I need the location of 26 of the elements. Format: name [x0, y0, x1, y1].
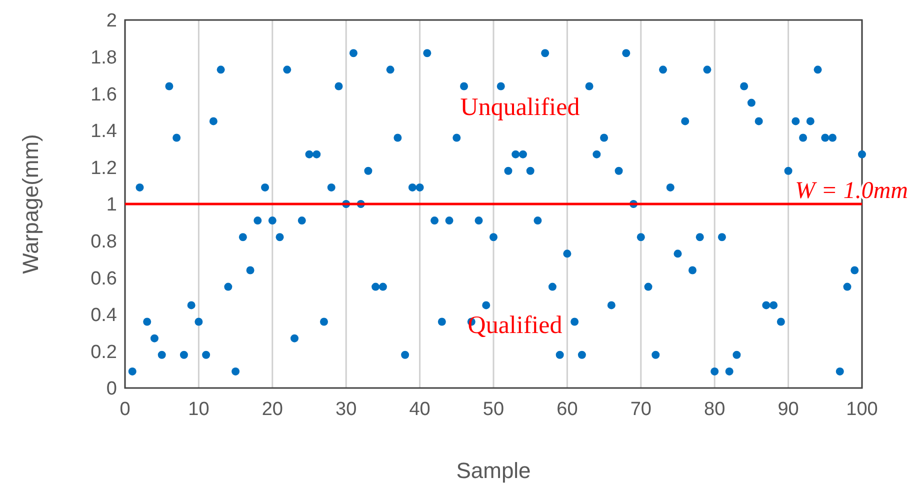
y-axis-title: Warpage(mm)	[18, 134, 43, 274]
x-tick-label: 100	[846, 399, 878, 420]
x-tick-label: 0	[120, 399, 130, 420]
x-tick-label: 50	[482, 399, 504, 420]
annotation: Qualified	[468, 312, 563, 339]
y-tick-label: 0.8	[90, 231, 117, 252]
y-tick-label: 2	[106, 10, 117, 32]
x-axis-title: Sample	[456, 458, 531, 483]
y-tick-label: 0	[106, 378, 117, 400]
x-tick-label: 20	[262, 399, 283, 420]
y-tick-label: 1.2	[90, 158, 117, 179]
y-tick-label: 0.6	[90, 268, 117, 290]
y-tick-label: 1.4	[90, 121, 118, 142]
x-tick-label: 80	[704, 399, 726, 420]
y-tick-label: 1	[106, 194, 117, 216]
x-tick-label: 30	[336, 399, 357, 420]
x-tick-label: 10	[188, 399, 210, 420]
y-tick-label: 1.8	[90, 47, 117, 68]
y-tick-label: 1.6	[90, 84, 117, 106]
x-tick-label: 90	[778, 399, 799, 420]
y-tick-label: 0.4	[90, 305, 118, 326]
y-tick-label: 0.2	[90, 342, 117, 363]
annotation: Unqualified	[460, 94, 580, 121]
x-tick-label: 70	[630, 399, 652, 420]
x-tick-label: 60	[556, 399, 578, 420]
x-tick-label: 40	[409, 399, 430, 420]
